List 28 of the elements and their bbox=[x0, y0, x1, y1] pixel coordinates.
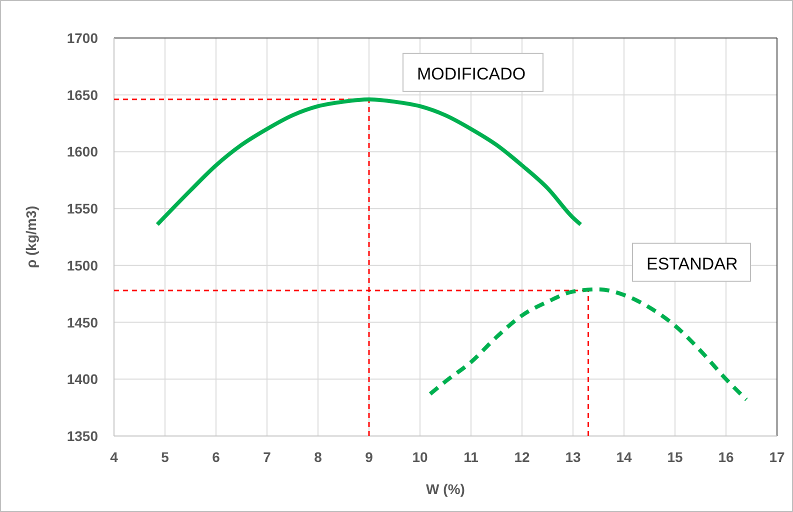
y-tick-label: 1350 bbox=[66, 428, 98, 444]
y-tick-label: 1450 bbox=[66, 314, 98, 330]
series-label: ESTANDAR bbox=[646, 254, 738, 274]
line-series bbox=[428, 287, 748, 402]
y-tick-label: 1550 bbox=[66, 200, 98, 217]
x-tick-label: 6 bbox=[212, 449, 220, 465]
y-axis-title: ρ (kg/m3) bbox=[23, 206, 39, 268]
y-tick-label: 1700 bbox=[66, 30, 98, 46]
x-tick-label: 14 bbox=[616, 449, 632, 465]
x-tick-label: 9 bbox=[365, 449, 374, 465]
x-tick-label: 10 bbox=[412, 449, 428, 465]
x-tick-label: 13 bbox=[565, 449, 581, 465]
x-tick-label: 15 bbox=[667, 449, 683, 465]
y-tick-label: 1650 bbox=[66, 86, 98, 103]
line-series bbox=[155, 97, 583, 226]
y-tick-label: 1500 bbox=[66, 257, 98, 274]
x-tick-label: 5 bbox=[161, 449, 170, 465]
x-tick-label: 16 bbox=[718, 449, 734, 465]
x-tick-label: 7 bbox=[263, 449, 272, 465]
x-tick-label: 8 bbox=[314, 449, 322, 465]
x-tick-label: 11 bbox=[464, 449, 479, 465]
x-axis-title: W (%) bbox=[426, 481, 465, 497]
x-tick-label: 4 bbox=[110, 449, 118, 465]
series-label: MODIFICADO bbox=[417, 64, 526, 84]
y-tick-label: 1600 bbox=[66, 144, 98, 160]
x-tick-label: 17 bbox=[769, 449, 785, 465]
x-tick-label: 12 bbox=[514, 449, 530, 465]
y-tick-label: 1400 bbox=[66, 371, 98, 388]
